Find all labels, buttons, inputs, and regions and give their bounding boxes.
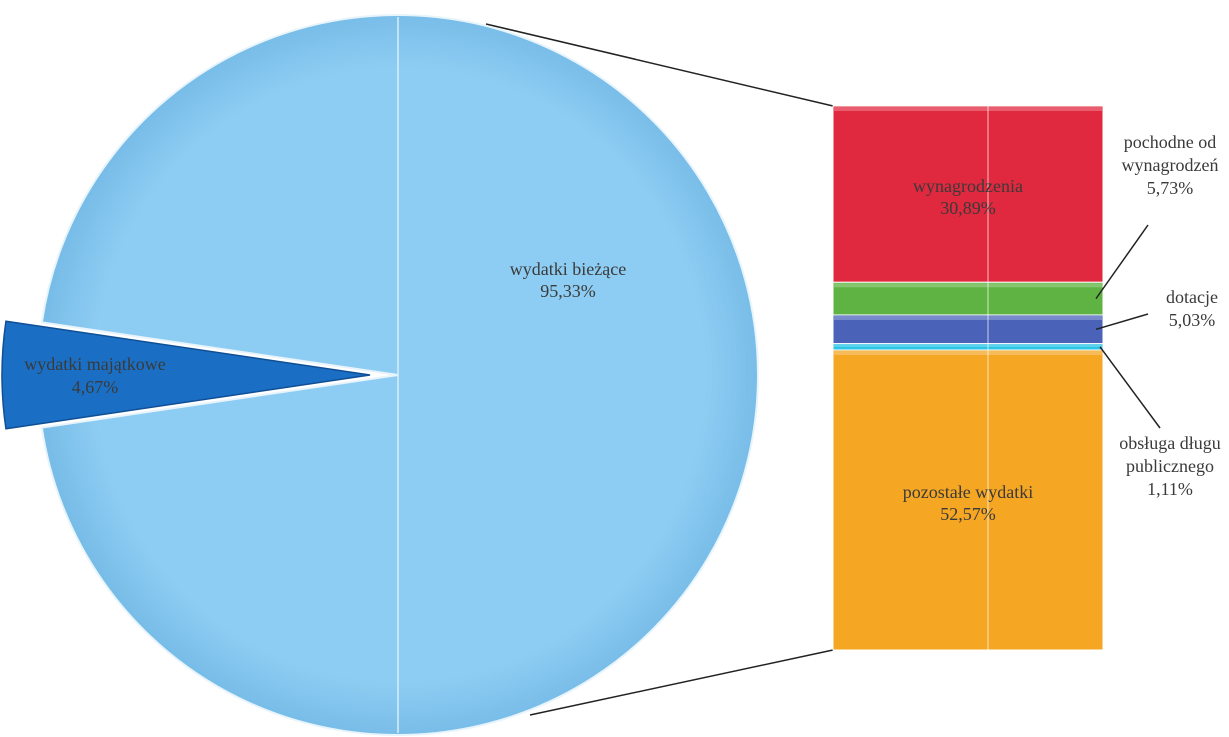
leader-line-dotacje <box>1095 313 1149 331</box>
label-dotacje-name: dotacje <box>1166 287 1218 307</box>
connector-top <box>485 23 834 107</box>
label-obsluga-value: 1,11% <box>1147 479 1193 499</box>
label-pochodne-name-1: pochodne od <box>1124 132 1216 152</box>
label-wydatki-majatkowe-value: 4,67% <box>72 377 119 397</box>
label-wydatki-biezace-value: 95,33% <box>540 281 596 301</box>
bar-segment-bevel <box>834 315 1102 320</box>
bar-segment-obs-uga-d-ugu-publicznego <box>832 343 1104 351</box>
label-pozosta-e-wydatki-name: pozostałe wydatki <box>903 482 1033 502</box>
label-wynagrodzenia-name: wynagrodzenia <box>913 176 1023 196</box>
connector-bottom <box>529 649 834 716</box>
bar-segment-bevel <box>834 107 1102 111</box>
label-wydatki-biezace-name: wydatki bieżące <box>510 259 626 279</box>
label-pochodne-value: 5,73% <box>1147 178 1194 198</box>
label-obsluga-name-2: publicznego <box>1126 456 1214 476</box>
label-obsluga-name-1: obsługa długu <box>1119 433 1221 453</box>
label-dotacje-value: 5,03% <box>1169 310 1216 330</box>
stacked-bar <box>832 105 1104 651</box>
bar-segment-wynagrodzenia <box>832 105 1104 283</box>
bar-segment-bevel <box>834 344 1102 347</box>
label-wydatki-majatkowe-name: wydatki majątkowe <box>24 354 165 374</box>
pie-slice-wydatki-biezace <box>40 14 759 736</box>
leader-line-pochodne <box>1095 224 1149 300</box>
label-pozosta-e-wydatki-value: 52,57% <box>940 504 996 524</box>
bar-segment-bevel <box>834 283 1102 288</box>
pie <box>1 14 759 736</box>
pie-slice-wydatki-majatkowe <box>1 320 371 430</box>
connector-lines <box>485 23 834 716</box>
bar-segment-bevel <box>834 351 1102 356</box>
bar-segment-pozosta-e-wydatki <box>832 349 1104 651</box>
leader-line-obsluga <box>1099 346 1161 429</box>
label-pochodne-name-2: wynagrodzeń <box>1122 155 1219 175</box>
label-wynagrodzenia-value: 30,89% <box>940 198 996 218</box>
bar-segment-dotacje <box>832 314 1104 345</box>
